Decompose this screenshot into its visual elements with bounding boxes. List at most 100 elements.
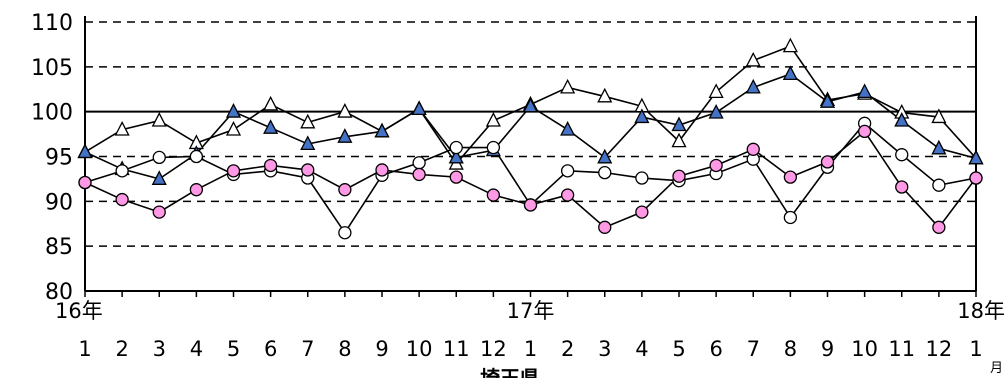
data-point <box>895 148 909 162</box>
data-point <box>337 103 353 118</box>
y-tick-label: 100 <box>31 101 73 126</box>
data-point <box>671 116 687 132</box>
data-point <box>782 65 798 81</box>
data-point <box>560 188 575 202</box>
data-point <box>375 163 389 177</box>
data-point <box>745 51 761 67</box>
data-point <box>189 183 204 197</box>
data-point <box>783 170 798 184</box>
data-point <box>225 103 242 118</box>
data-point <box>931 108 947 124</box>
data-point <box>560 164 575 178</box>
data-point <box>77 143 93 159</box>
data-point <box>894 112 910 127</box>
x-tick-label: 11 <box>888 337 915 361</box>
x-tick-label: 12 <box>480 337 507 361</box>
data-point <box>746 142 760 156</box>
data-point <box>672 169 686 183</box>
data-point <box>523 198 538 212</box>
data-point <box>708 83 724 98</box>
x-tick-label: 7 <box>301 337 314 361</box>
x-tick-label: 5 <box>672 337 685 361</box>
x-tick-label: 8 <box>784 337 797 361</box>
data-point <box>338 183 352 197</box>
x-tick-label: 6 <box>264 337 277 361</box>
data-point <box>968 149 984 165</box>
data-point <box>598 220 612 234</box>
x-tick-label: 2 <box>115 337 128 361</box>
x-tick-label: 10 <box>851 337 878 361</box>
data-point <box>263 158 278 173</box>
data-point <box>708 103 724 119</box>
data-point <box>226 164 241 178</box>
data-point <box>857 83 873 98</box>
y-tick-label: 80 <box>45 280 73 305</box>
data-point <box>151 112 167 127</box>
x-tick-label: 1 <box>524 337 537 361</box>
data-point <box>338 226 352 240</box>
data-point <box>152 150 166 165</box>
x-tick-label: 3 <box>598 337 611 361</box>
data-point <box>932 178 946 192</box>
data-point <box>300 135 316 150</box>
data-point <box>78 175 92 190</box>
data-point <box>449 170 463 184</box>
x-axis-unit: 月 <box>990 361 1003 376</box>
data-point <box>263 119 279 134</box>
x-tick-label: 10 <box>406 337 433 361</box>
data-point <box>783 210 798 225</box>
data-point <box>560 78 576 94</box>
data-point <box>152 205 166 219</box>
data-point <box>598 165 612 180</box>
data-point <box>449 140 463 155</box>
gridlines <box>85 21 976 247</box>
data-point <box>895 180 909 194</box>
year-label: 18年 <box>957 299 1005 323</box>
data-point <box>486 188 501 202</box>
data-point <box>560 120 576 136</box>
data-point <box>189 149 204 164</box>
year-label: 16年 <box>55 299 103 323</box>
data-point <box>635 205 649 219</box>
x-tick-label: 2 <box>561 337 574 361</box>
chart-caption: 埼玉県 <box>480 366 540 378</box>
series-line-3 <box>84 130 977 229</box>
y-tick-label: 95 <box>45 146 73 171</box>
data-point <box>448 148 464 164</box>
x-tick-label: 9 <box>375 337 388 361</box>
data-point <box>337 128 353 143</box>
data-point <box>709 158 723 173</box>
x-tick-label: 11 <box>443 337 470 361</box>
data-point <box>931 139 947 155</box>
data-point <box>374 122 390 138</box>
x-tick-label: 4 <box>190 337 203 361</box>
x-tick-label: 1 <box>78 337 91 361</box>
data-point <box>115 192 129 207</box>
x-tick-label: 7 <box>747 337 760 361</box>
data-point <box>411 100 427 116</box>
data-point <box>857 124 872 139</box>
data-point <box>486 140 501 155</box>
x-tick-label: 6 <box>709 337 722 361</box>
data-point <box>263 95 279 111</box>
series-markers <box>77 37 984 240</box>
x-tick-label: 9 <box>821 337 834 361</box>
data-point <box>634 108 650 124</box>
data-point <box>782 37 798 53</box>
data-point <box>114 120 130 136</box>
data-point <box>597 148 613 164</box>
data-point <box>819 93 836 108</box>
data-point <box>151 170 167 185</box>
data-point <box>932 220 946 234</box>
data-point <box>597 87 613 103</box>
y-tick-label: 105 <box>31 56 73 81</box>
series-line-1 <box>84 73 977 180</box>
y-tick-label: 85 <box>45 235 73 260</box>
data-point <box>671 132 687 148</box>
data-point <box>820 155 835 169</box>
data-point <box>412 167 426 182</box>
year-label: 17年 <box>507 299 555 323</box>
x-tick-label: 1 <box>969 337 982 361</box>
